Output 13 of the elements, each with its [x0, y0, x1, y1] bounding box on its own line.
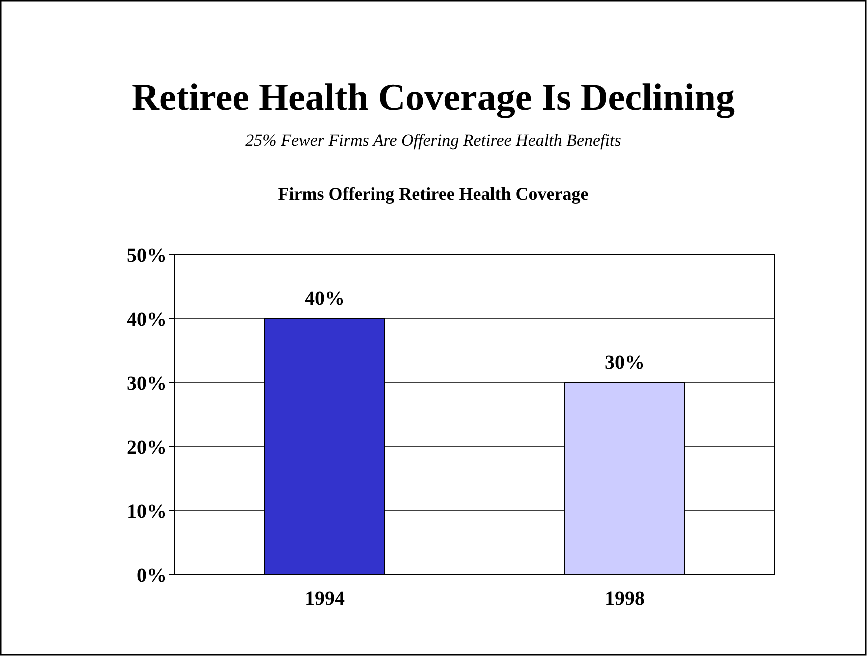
x-tick-label: 1998: [605, 588, 645, 610]
y-tick-label: 40%: [127, 309, 167, 331]
y-tick-label: 20%: [127, 437, 167, 459]
y-tick-label: 10%: [127, 501, 167, 523]
x-axis-title: Firms Offering Retiree Health Coverage: [278, 184, 589, 204]
chart-subtitle: 25% Fewer Firms Are Offering Retiree Health Benefits: [246, 131, 622, 150]
chart-title: Retiree Health Coverage Is Declining: [132, 77, 735, 119]
data-label: 30%: [605, 352, 645, 374]
x-tick-label: 1994: [305, 588, 345, 610]
y-tick-label: 0%: [137, 565, 167, 587]
y-tick-label: 50%: [127, 245, 167, 267]
y-tick-label: 30%: [127, 373, 167, 395]
data-label: 40%: [305, 288, 345, 310]
